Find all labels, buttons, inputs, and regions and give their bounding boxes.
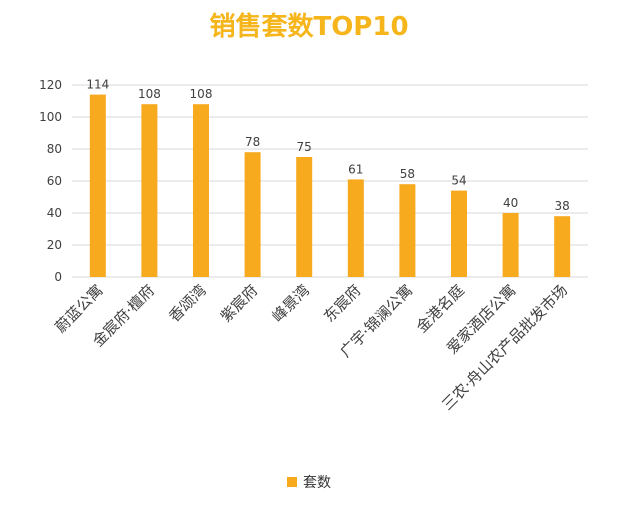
x-tick-label: 香颂湾 (165, 281, 210, 326)
data-label: 114 (86, 78, 109, 92)
y-tick-label: 20 (47, 238, 62, 252)
data-label: 38 (555, 199, 570, 213)
data-label: 40 (503, 196, 518, 210)
bar (89, 94, 106, 277)
data-label: 108 (190, 87, 213, 101)
chart-title: 销售套数TOP10 (209, 12, 409, 42)
bar (451, 190, 467, 277)
data-label: 108 (138, 87, 161, 101)
bar (244, 152, 261, 277)
bar (296, 157, 313, 277)
data-label: 78 (245, 135, 260, 149)
bar (554, 216, 571, 277)
data-label: 58 (400, 167, 415, 181)
y-tick-label: 100 (39, 110, 62, 124)
bar (502, 213, 519, 277)
bar (347, 179, 364, 277)
y-tick-label: 0 (54, 270, 62, 284)
y-tick-label: 80 (47, 142, 62, 156)
bar (399, 184, 416, 277)
legend-swatch (287, 477, 297, 487)
bar (193, 104, 209, 277)
legend: 套数 (0, 472, 618, 492)
x-tick-label: 紫宸府 (217, 281, 262, 326)
data-label: 61 (348, 162, 363, 176)
data-label: 54 (451, 174, 466, 188)
x-tick-label: 峰景湾 (268, 281, 313, 326)
legend-label: 套数 (303, 475, 331, 491)
x-tick-label: 东宸府 (320, 281, 365, 326)
bar (141, 104, 158, 277)
y-tick-label: 60 (47, 174, 62, 188)
data-label: 75 (297, 140, 312, 154)
y-tick-label: 120 (39, 78, 62, 92)
y-tick-label: 40 (47, 206, 62, 220)
